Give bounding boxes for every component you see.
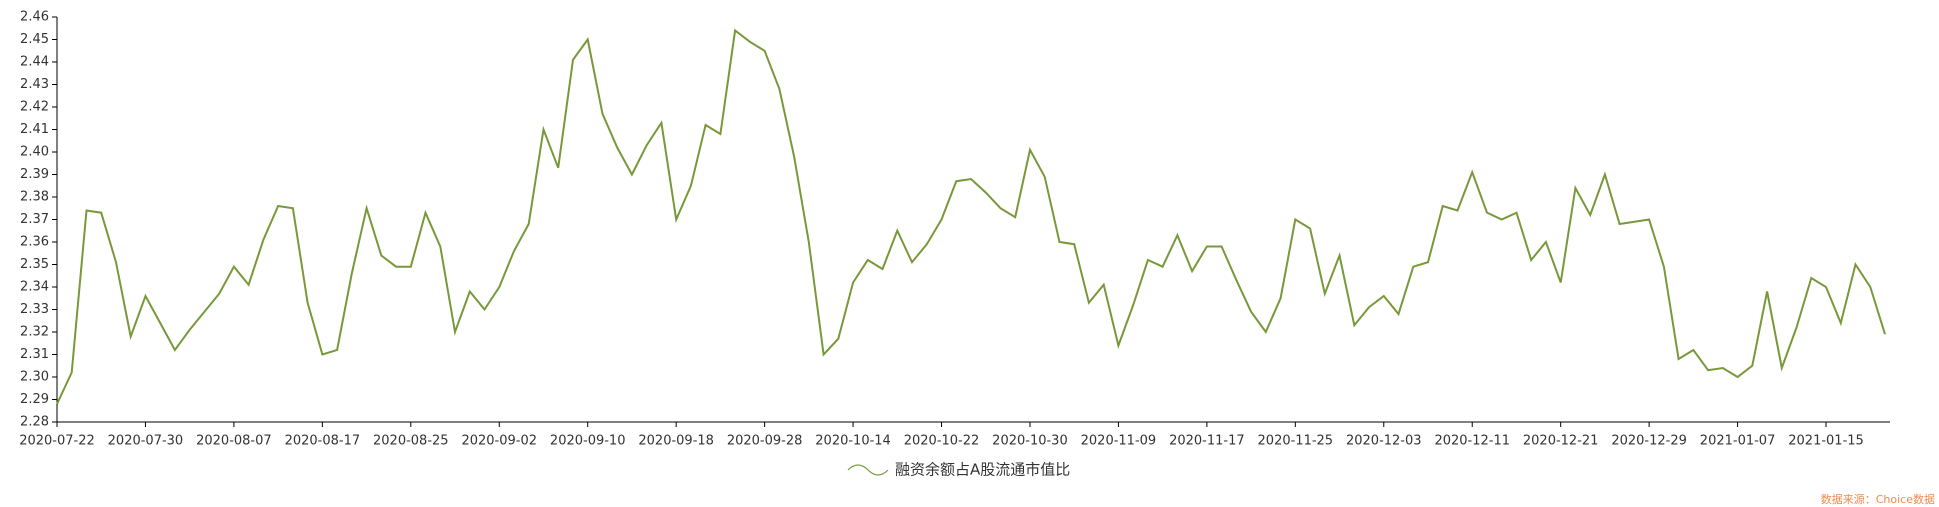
x-tick-label: 2020-12-21 [1523,434,1599,449]
x-tick-label: 2020-10-30 [992,434,1068,449]
y-tick-label: 2.40 [20,145,49,160]
x-tick-label: 2020-07-22 [19,434,95,449]
x-tick-label: 2020-08-25 [373,434,449,449]
x-tick-label: 2020-11-17 [1169,434,1245,449]
x-tick-label: 2020-08-07 [196,434,272,449]
x-tick-label: 2020-12-11 [1434,434,1510,449]
y-tick-label: 2.33 [20,302,49,317]
y-tick-label: 2.28 [20,415,49,430]
y-tick-label: 2.42 [20,100,49,115]
y-tick-label: 2.44 [20,55,49,70]
y-tick-label: 2.32 [20,325,49,340]
y-tick-label: 2.35 [20,257,49,272]
legend-label: 融资余额占A股流通市值比 [895,461,1070,479]
x-tick-label: 2020-11-09 [1081,434,1157,449]
y-tick-label: 2.34 [20,280,49,295]
y-tick-label: 2.39 [20,167,49,182]
x-tick-label: 2020-10-14 [815,434,891,449]
y-tick-label: 2.29 [20,392,49,407]
y-tick-label: 2.41 [20,122,49,137]
x-tick-label: 2021-01-15 [1788,434,1864,449]
x-tick-label: 2020-09-02 [461,434,537,449]
x-tick-label: 2020-10-22 [904,434,980,449]
x-tick-label: 2020-09-10 [550,434,626,449]
x-tick-label: 2020-07-30 [108,434,184,449]
x-tick-label: 2020-11-25 [1258,434,1334,449]
y-tick-label: 2.36 [20,235,49,250]
x-tick-label: 2020-12-03 [1346,434,1422,449]
legend-icon [847,464,889,476]
y-tick-label: 2.46 [20,10,49,25]
x-tick-label: 2020-08-17 [285,434,361,449]
y-tick-label: 2.31 [20,347,49,362]
x-tick-label: 2020-09-28 [727,434,803,449]
y-tick-label: 2.30 [20,370,49,385]
y-tick-label: 2.37 [20,212,49,227]
x-tick-label: 2021-01-07 [1700,434,1776,449]
series-line [56,28,1886,405]
x-tick-label: 2020-09-18 [638,434,714,449]
x-tick-label: 2020-12-29 [1611,434,1687,449]
y-tick-label: 2.45 [20,32,49,47]
y-tick-label: 2.43 [20,77,49,92]
y-tick-label: 2.38 [20,190,49,205]
source-note: 数据来源：Choice数据 [1821,492,1935,506]
